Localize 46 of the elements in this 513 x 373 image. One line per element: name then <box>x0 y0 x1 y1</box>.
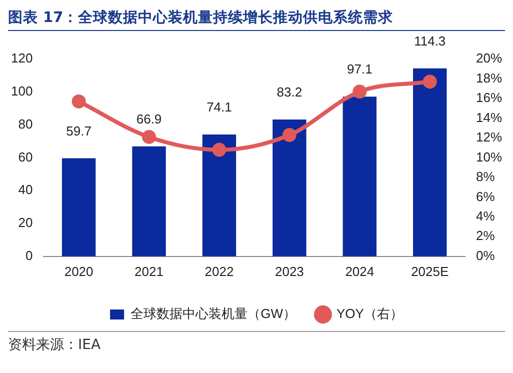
data-label: 97.1 <box>347 62 372 77</box>
y-tick-label: 0 <box>25 248 33 263</box>
x-tick-label: 2020 <box>64 264 94 279</box>
text: 资料来源：IEA <box>8 336 102 354</box>
y-tick-label: 40 <box>18 182 33 198</box>
data-label: 66.9 <box>136 111 162 126</box>
x-tick-label: 2024 <box>345 264 374 279</box>
point <box>352 84 367 99</box>
y2-tick-label: 6% <box>476 188 496 204</box>
y2-tick-label: 20% <box>476 50 502 66</box>
bar <box>132 146 166 256</box>
legend-label: YOY（右） <box>336 306 403 322</box>
point <box>422 74 437 89</box>
y2-tick-label: 14% <box>476 110 502 125</box>
point <box>142 130 156 144</box>
bar <box>202 134 236 256</box>
y2-tick-label: 18% <box>476 70 502 86</box>
bar <box>62 158 96 256</box>
point <box>72 94 86 108</box>
y2-tick-label: 2% <box>476 228 496 244</box>
x-tick-label: 2021 <box>134 264 164 279</box>
data-label: 114.3 <box>414 33 446 48</box>
point <box>212 142 226 157</box>
legend-label: 全球数据中心装机量（GW） <box>130 306 296 322</box>
y2-tick-label: 10% <box>476 149 502 164</box>
data-label: 83.2 <box>276 84 302 100</box>
y-tick-label: 60 <box>18 149 33 164</box>
y-tick-label: 100 <box>10 83 33 98</box>
x-tick-label: 2023 <box>274 264 304 279</box>
y-tick-label: 20 <box>18 215 33 230</box>
data-label: 74.1 <box>206 100 232 115</box>
y-tick-label: 80 <box>18 116 33 132</box>
y2-tick-label: 12% <box>476 130 502 145</box>
y2-tick-label: 0% <box>476 248 496 263</box>
y2-tick-label: 8% <box>476 169 496 184</box>
chart-title: 图表 17：全球数据中心装机量持续增长推动供电系统需求 <box>8 8 505 31</box>
bar <box>342 96 377 256</box>
x-tick-label: 2022 <box>204 264 234 279</box>
bar <box>272 120 306 256</box>
y-tick-label: 120 <box>10 50 33 66</box>
y2-tick-label: 16% <box>476 90 502 106</box>
data-label: 59.7 <box>66 123 92 138</box>
bar <box>413 68 447 256</box>
x-tick-label: 2025E <box>411 264 449 279</box>
y2-tick-label: 4% <box>476 208 496 224</box>
point <box>282 128 296 142</box>
